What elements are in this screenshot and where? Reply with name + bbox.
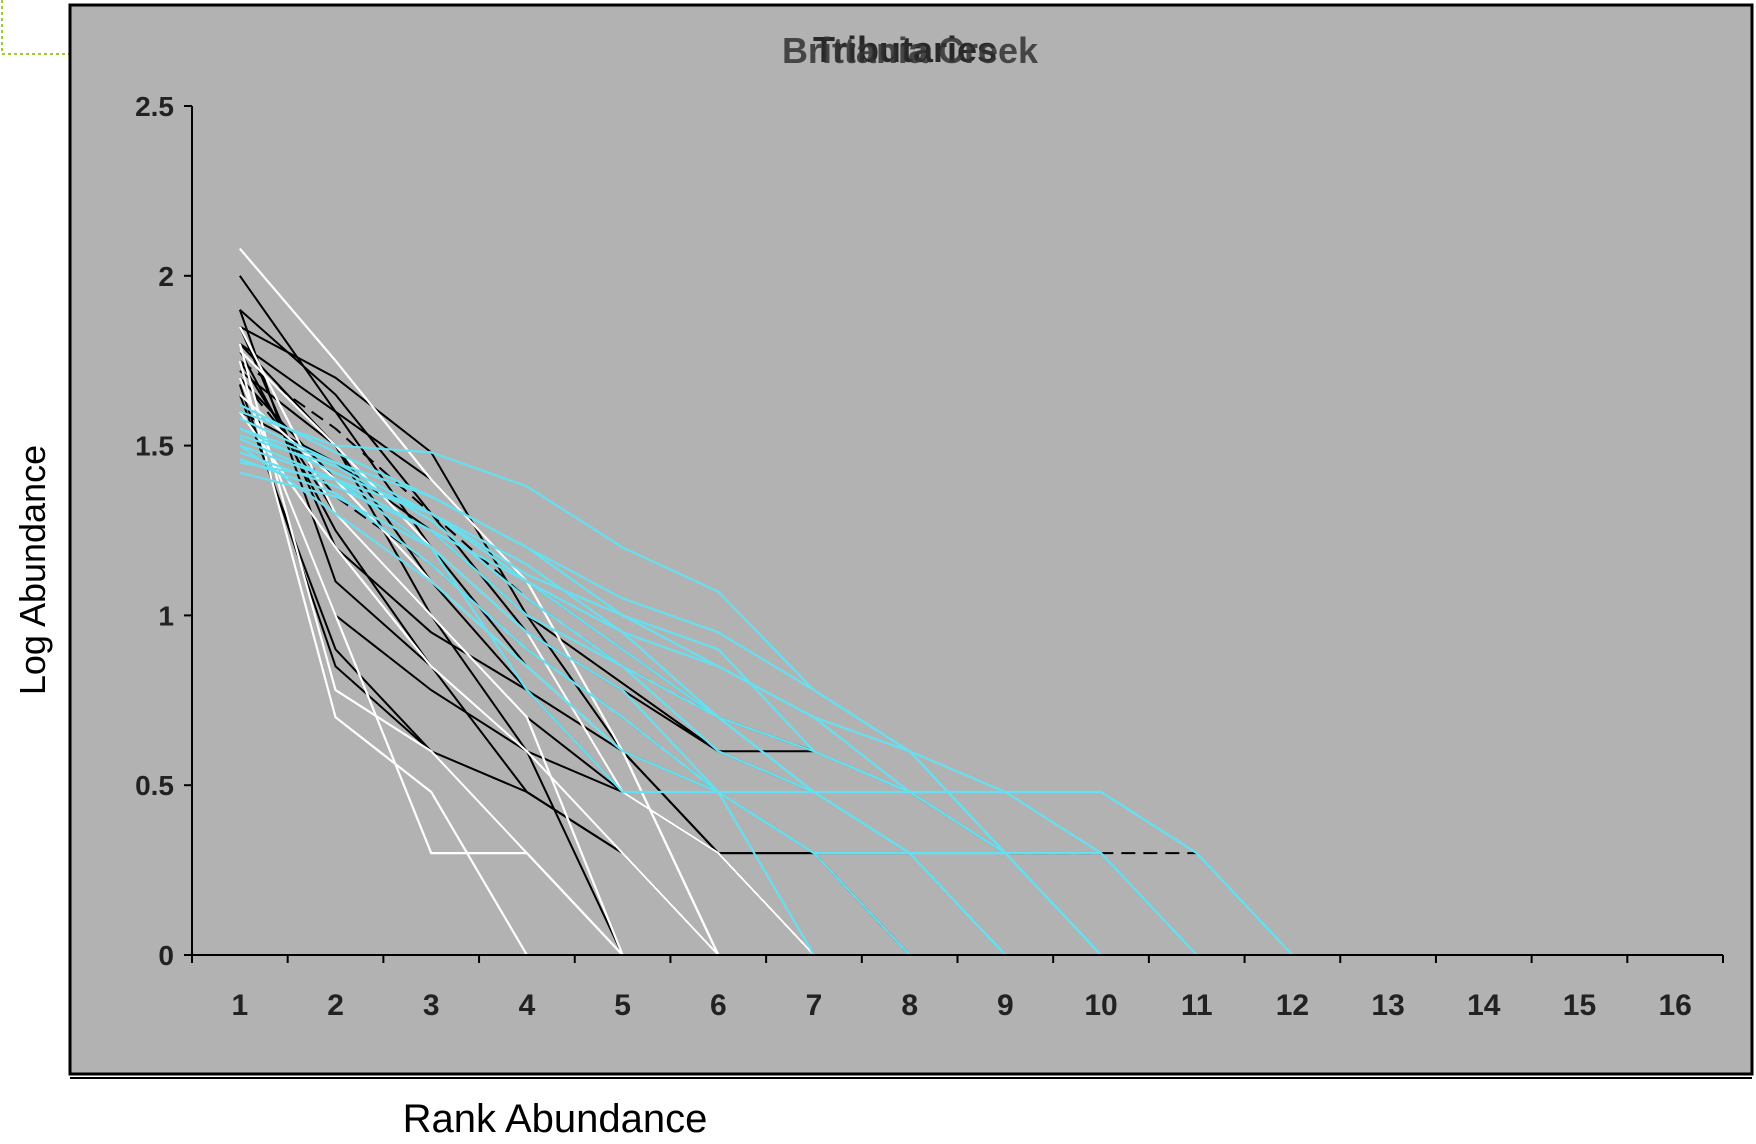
axes: 00.511.522.51 2 3 4 5 6 7 8 9 10 11 12 13 14 15 16 (135, 91, 1724, 1022)
series-line-37 (239, 434, 1007, 956)
y-axis-label: Log Abundance (12, 445, 53, 695)
series-line-25 (238, 411, 720, 956)
series-line-38 (239, 444, 815, 956)
chart-area-frame (68, 3, 1754, 1076)
x-tick-label-4: 4 (519, 989, 536, 1022)
x-tick-label-2: 2 (327, 989, 344, 1022)
chart-title: Brittania Creek (782, 30, 1039, 71)
x-tick-label-6: 6 (710, 989, 727, 1022)
x-axis-label: Rank Abundance (403, 1097, 708, 1141)
x-tick-label-5: 5 (614, 989, 631, 1022)
x-tick-label-7: 7 (806, 989, 823, 1022)
x-tick-label-3: 3 (423, 989, 440, 1022)
x-tick-label-12: 12 (1276, 989, 1309, 1022)
y-tick-label-0.5: 0.5 (135, 770, 174, 801)
x-tick-label-13: 13 (1371, 989, 1404, 1022)
x-tick-label-8: 8 (901, 989, 918, 1022)
x-tick-label-9: 9 (997, 989, 1014, 1022)
x-tick-label-15: 15 (1563, 989, 1596, 1022)
x-tick-label-11: 11 (1181, 989, 1213, 1022)
x-tick-label-10: 10 (1084, 989, 1117, 1022)
selection-corner-marker (1, 0, 70, 55)
series-line-21 (238, 377, 624, 956)
chart-title-overlay: Tributaries (813, 29, 997, 70)
series-line-20 (238, 360, 528, 956)
series-line-35 (239, 403, 1102, 956)
x-tick-label-16: 16 (1658, 989, 1691, 1022)
series-line-36 (239, 458, 1102, 956)
series-line-34 (239, 427, 1198, 956)
y-tick-label-2: 2 (158, 261, 174, 292)
x-tick-label-14: 14 (1467, 989, 1501, 1022)
y-tick-label-1: 1 (158, 600, 174, 631)
y-tick-label-1.5: 1.5 (135, 431, 174, 462)
y-tick-label-0: 0 (158, 940, 174, 971)
y-tick-label-2.5: 2.5 (135, 91, 174, 122)
series-group (238, 247, 1389, 956)
x-tick-label-1: 1 (232, 989, 249, 1022)
